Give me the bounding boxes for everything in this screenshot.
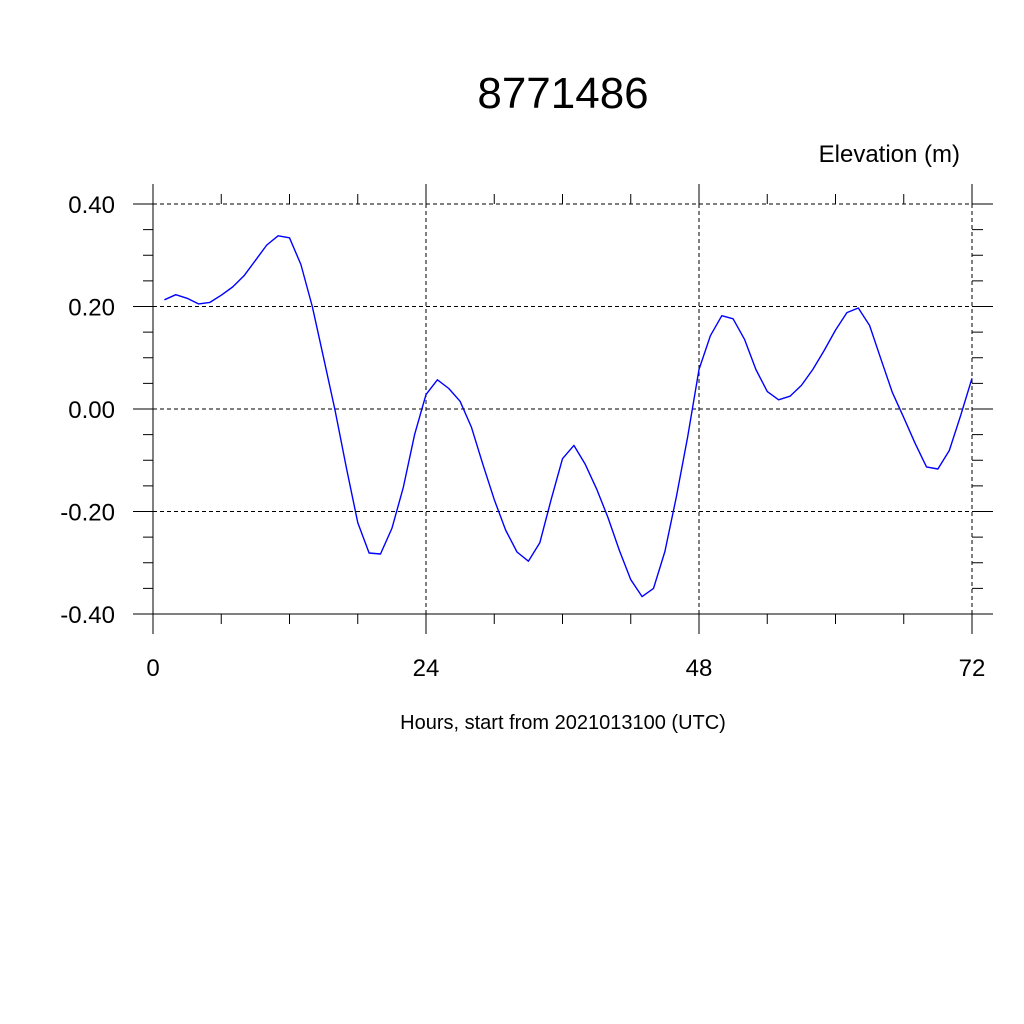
elevation-series-line: [164, 235, 973, 598]
y-tick-label: 0.40: [68, 192, 115, 219]
x-tick-label: 48: [686, 655, 713, 682]
grid: [152, 203, 973, 615]
x-tick-labels: 0 24 48 72: [146, 655, 985, 682]
series-layer: [164, 235, 973, 598]
x-tick-label: 24: [413, 655, 440, 682]
y-tick-label: -0.40: [60, 602, 115, 629]
x-tick-label: 0: [146, 655, 159, 682]
x-tick-label: 72: [959, 655, 986, 682]
y-tick-label: 0.20: [68, 295, 115, 322]
axis-ticks: [133, 184, 993, 634]
y-tick-label: 0.00: [68, 397, 115, 424]
chart-title: 8771486: [477, 69, 648, 118]
y-tick-labels: 0.40 0.20 0.00 -0.20 -0.40: [60, 192, 115, 629]
y-tick-label: -0.20: [60, 500, 115, 527]
y-axis-label: Elevation (m): [819, 141, 960, 168]
x-axis-label: Hours, start from 2021013100 (UTC): [400, 712, 726, 734]
